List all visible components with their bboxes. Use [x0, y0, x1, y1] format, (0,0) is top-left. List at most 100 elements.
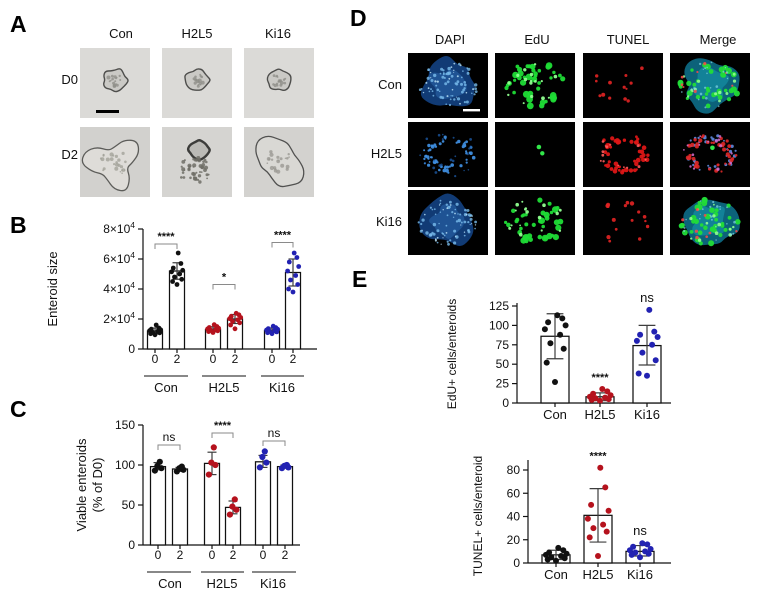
fluorescence-speck — [558, 208, 562, 212]
fluorescence-speck — [449, 206, 451, 208]
fluorescence-speck — [708, 240, 715, 247]
organoid-texture-speck — [114, 80, 117, 83]
data-point — [644, 372, 650, 379]
fluorescence-speck — [732, 72, 736, 76]
data-point — [179, 276, 185, 282]
data-point — [210, 444, 217, 451]
fluorescence-speck — [467, 221, 470, 224]
fluorescence-speck — [469, 138, 472, 141]
fluorescence-speck — [423, 149, 426, 152]
fluorescence-speck — [436, 88, 440, 92]
fluorescence-speck — [645, 224, 650, 229]
fluorescence-speck — [706, 66, 708, 69]
fluorescence-speck — [690, 237, 693, 240]
fluorescence-speck — [637, 210, 641, 214]
data-point — [229, 503, 236, 510]
data-point — [590, 525, 597, 532]
x-category-label: Ki16 — [627, 567, 653, 582]
fluorescence-speck — [510, 224, 513, 227]
fluorescence-speck — [701, 196, 708, 204]
fluorescence-speck — [453, 98, 456, 101]
group-label: Con — [154, 380, 178, 395]
organoid-texture-speck — [284, 157, 287, 160]
organoid-texture-speck — [285, 164, 290, 169]
fluorescence-speck — [504, 85, 509, 91]
x-tick-label: 0 — [209, 548, 216, 562]
fluorescence-speck — [463, 234, 466, 237]
data-point — [632, 549, 639, 556]
fluorescence-speck — [608, 96, 612, 100]
fluorescence-speck — [526, 102, 534, 110]
fluorescence-speck — [445, 203, 448, 206]
sig-bracket — [271, 242, 294, 248]
fluorescence-speck — [732, 79, 737, 83]
fluorescence-speck — [549, 210, 554, 215]
debris-speck — [189, 176, 192, 180]
organoid-texture-speck — [287, 153, 290, 156]
fluorescence-speck — [558, 73, 562, 78]
fluorescence-speck — [609, 167, 614, 171]
x-tick-label: 2 — [232, 352, 239, 366]
fluorescence-speck — [527, 64, 532, 69]
fluorescence-speck — [522, 213, 526, 217]
organoid-texture-speck — [99, 157, 103, 160]
fluorescence-speck — [463, 220, 467, 224]
fluorescence-speck — [469, 223, 471, 226]
fluorescence-speck — [424, 162, 426, 164]
fluorescence-speck — [438, 168, 441, 172]
fluorescence-speck — [629, 139, 634, 144]
fluorescence-speck — [454, 235, 457, 238]
fluorescence-speck — [722, 147, 727, 152]
fluorescence-speck — [427, 149, 430, 152]
micrograph-background — [495, 122, 575, 187]
fluorescence-speck — [636, 137, 640, 141]
fluorescence-speck — [453, 241, 457, 245]
fluorescence-speck — [607, 160, 611, 164]
data-point — [175, 250, 181, 256]
fluorescence-speck — [513, 78, 517, 82]
fluorescence-speck — [731, 84, 734, 87]
data-point — [639, 540, 646, 547]
fluorescence-speck — [460, 82, 463, 86]
fluorescence-speck — [623, 97, 627, 101]
fluorescence-speck — [463, 81, 466, 84]
fluorescence-speck — [703, 214, 707, 217]
data-point — [597, 464, 604, 471]
data-point — [554, 312, 561, 319]
fluorescence-speck — [691, 90, 694, 93]
fluorescence-speck — [453, 62, 456, 65]
data-point — [290, 289, 296, 295]
fluorescence-speck — [465, 213, 468, 216]
fluorescence-speck — [723, 88, 728, 93]
sig-label: **** — [157, 231, 175, 243]
fluorescence-speck — [555, 211, 559, 216]
fluorescence-speck — [446, 207, 449, 210]
fluorescence-speck — [686, 144, 689, 147]
fluorescence-speck — [722, 70, 725, 73]
organoid-texture-speck — [112, 154, 115, 157]
debris-speck — [193, 158, 198, 162]
fluorescence-speck — [709, 205, 712, 208]
fluorescence-speck — [680, 75, 684, 79]
fluorescence-speck — [691, 153, 695, 156]
organoid-texture-speck — [272, 74, 276, 77]
fluorescence-speck — [445, 224, 448, 227]
organoid-texture-speck — [124, 160, 127, 164]
data-point — [654, 334, 661, 340]
fluorescence-speck — [451, 211, 454, 214]
fluorescence-speck — [703, 137, 705, 140]
fluorescence-speck — [625, 87, 628, 90]
organoid-texture-speck — [276, 159, 281, 164]
x-category-label: Ki16 — [634, 407, 660, 422]
fluorescence-speck — [533, 63, 537, 66]
fluorescence-speck — [466, 67, 468, 69]
fluorescence-speck — [474, 90, 478, 93]
fluorescence-speck — [720, 170, 723, 173]
fluorescence-speck — [729, 161, 733, 165]
fluorescence-speck — [720, 71, 727, 78]
fluorescence-speck — [697, 200, 702, 205]
fluorescence-speck — [698, 138, 703, 143]
x-tick-label: 2 — [230, 548, 237, 562]
